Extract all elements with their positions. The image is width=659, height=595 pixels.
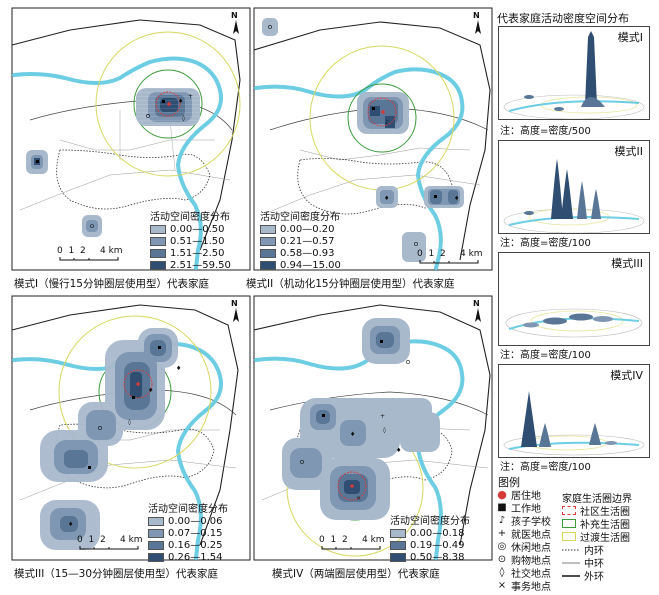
scalebar-graphics <box>59 257 479 550</box>
render-panel-3: 模式III <box>498 252 650 346</box>
svg-text:♦: ♦ <box>176 365 181 372</box>
panel-caption-1: 模式I（慢行15分钟圈层使用型）代表家庭 <box>14 278 209 290</box>
north-arrow-icon <box>475 20 481 34</box>
north-arrow-icon <box>233 20 239 34</box>
svg-text:◊: ◊ <box>128 419 131 426</box>
render-panel-1: 模式I <box>498 26 650 120</box>
map-panel-1: ♦ ◊ + <box>11 19 241 270</box>
boundary-legend: 社区生活圈 补充生活圈 过渡生活圈 内环 中环 外环 <box>562 504 630 583</box>
render-note-3: 注：高度=密度/100 <box>500 350 591 361</box>
svg-text:♦: ♦ <box>350 431 355 438</box>
north-label: N <box>473 11 480 20</box>
outer-ring-1 <box>11 19 241 251</box>
density-legend-3: 活动空间密度分布 0.00—0.06 0.07—0.15 0.16—0.25 0… <box>148 504 228 563</box>
panel-frame-1 <box>11 7 251 271</box>
scale-labels: 0 1 2 4 km <box>77 535 143 545</box>
panel-caption-4: 模式IV（两端圈层使用型）代表家庭 <box>272 568 440 580</box>
svg-text:+: + <box>380 413 385 420</box>
svg-text:♪: ♪ <box>385 119 389 126</box>
supplement-circle-1 <box>133 69 203 139</box>
svg-text:♦: ♦ <box>68 521 73 528</box>
transition-circle-1 <box>95 31 241 177</box>
svg-text:◊: ◊ <box>383 427 386 434</box>
render-note-2: 注：高度=密度/100 <box>500 238 591 249</box>
scale-labels: 0 1 2 4 km <box>57 246 123 256</box>
panel-caption-3: 模式III（15—30分钟圈层使用型）代表家庭 <box>14 568 219 580</box>
inner-ring-1 <box>56 149 211 210</box>
render-title-2: 模式II <box>614 145 644 158</box>
svg-text:×: × <box>356 495 361 502</box>
panel-frame-2 <box>253 7 493 271</box>
north-label: N <box>473 299 480 308</box>
svg-text:◊: ◊ <box>182 115 185 122</box>
river-1 <box>12 56 223 270</box>
panel-caption-2: 模式II（机动化15分钟圈层使用型）代表家庭 <box>246 278 455 290</box>
point-legend: ● 居住地 ■ 工作地 ♪ 孩子学校 + 就医地点 ◎ 休闲地点 ⊙ 购物地点 ◊ 社交地点 … <box>497 488 551 593</box>
svg-text:♦: ♦ <box>148 387 153 394</box>
north-label: N <box>231 11 238 20</box>
map-panel-3: ♦ ♦ ♦ ◊ <box>11 304 239 560</box>
map-panel-4: + ♦ ♦ × ◊ <box>253 304 491 560</box>
community-circle-1 <box>155 91 181 117</box>
render-title-4: 模式IV <box>610 369 643 382</box>
north-label: N <box>231 299 238 308</box>
svg-text:+: + <box>188 93 193 100</box>
boundary-legend-title: 家庭生活圈边界 <box>562 494 632 505</box>
density-legend-1: 活动空间密度分布 0.00—0.50 0.51—1.50 1.51—2.50 2… <box>150 212 231 271</box>
right-title: 代表家庭活动密度空间分布 <box>497 12 629 25</box>
scale-labels: 0 1 2 4 km <box>319 535 385 545</box>
svg-text:♦: ♦ <box>178 98 183 105</box>
density-legend-2: 活动空间密度分布 0.00—0.20 0.21—0.57 0.58—0.93 0… <box>260 212 341 271</box>
main-legend-title: 图例 <box>498 476 520 489</box>
north-arrow-group <box>233 20 481 322</box>
render-note-1: 注：高度=密度/500 <box>500 126 591 137</box>
render-title-3: 模式III <box>611 257 643 270</box>
render-title-1: 模式I <box>617 31 643 44</box>
north-arrow-icon <box>475 308 481 322</box>
svg-text:♦: ♦ <box>396 447 401 454</box>
density-legend-4: 活动空间密度分布 0.00—0.18 0.19—0.49 0.50—8.38 <box>390 516 470 563</box>
render-panel-2: 模式II <box>498 140 650 234</box>
north-arrow-icon <box>233 308 239 322</box>
map-panel-2: ♪ ♦ ♦ <box>253 18 491 270</box>
render-panel-4: 模式IV <box>498 364 650 458</box>
scale-labels: 0 1 2 4 km <box>417 249 483 259</box>
svg-text:♦: ♦ <box>454 195 459 202</box>
svg-text:♦: ♦ <box>384 195 389 202</box>
render-note-4: 注：高度=密度/100 <box>500 462 591 473</box>
